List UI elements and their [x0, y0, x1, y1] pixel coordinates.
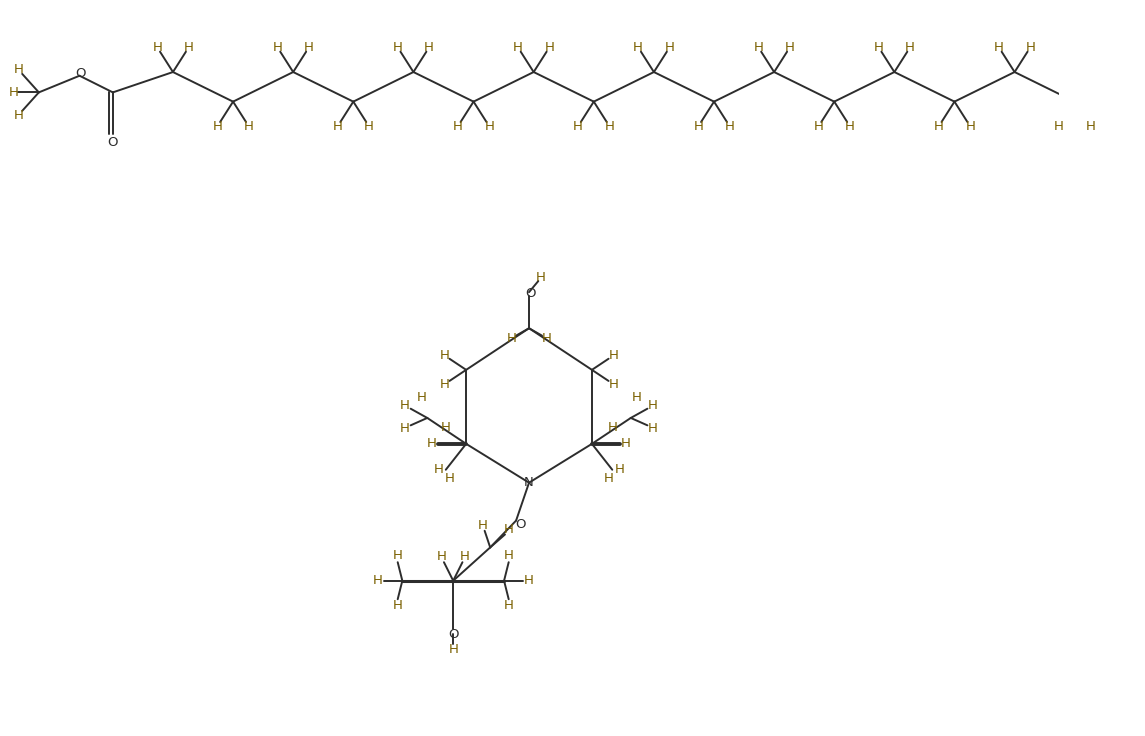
Text: H: H: [785, 40, 795, 54]
Text: H: H: [14, 109, 23, 122]
Text: H: H: [622, 437, 631, 450]
Text: H: H: [648, 400, 658, 412]
Text: H: H: [437, 551, 447, 563]
Text: H: H: [906, 40, 915, 54]
Text: H: H: [1026, 40, 1035, 54]
Text: N: N: [524, 476, 534, 489]
Text: H: H: [364, 120, 374, 133]
Text: O: O: [108, 136, 118, 149]
Text: H: H: [648, 422, 658, 435]
Text: H: H: [504, 599, 514, 612]
Text: H: H: [152, 40, 163, 54]
Text: H: H: [506, 332, 516, 345]
Text: H: H: [393, 40, 403, 54]
Text: H: H: [183, 40, 194, 54]
Text: H: H: [874, 40, 884, 54]
Text: H: H: [603, 473, 614, 486]
Text: H: H: [444, 473, 455, 486]
Text: H: H: [400, 400, 410, 412]
Text: H: H: [504, 549, 514, 562]
Text: H: H: [633, 40, 643, 54]
Text: H: H: [605, 120, 615, 133]
Text: H: H: [934, 120, 943, 133]
Text: H: H: [536, 271, 546, 284]
Text: H: H: [574, 120, 583, 133]
Text: H: H: [393, 549, 403, 562]
Text: H: H: [845, 120, 855, 133]
Text: H: H: [424, 40, 434, 54]
Text: H: H: [524, 574, 534, 587]
Text: H: H: [607, 421, 617, 434]
Text: O: O: [515, 518, 526, 531]
Text: H: H: [631, 391, 641, 404]
Text: H: H: [477, 519, 488, 531]
Text: H: H: [615, 463, 625, 476]
Text: H: H: [440, 349, 450, 361]
Text: H: H: [400, 422, 410, 435]
Text: H: H: [1055, 120, 1064, 133]
Text: H: H: [273, 40, 283, 54]
Text: H: H: [372, 574, 382, 587]
Text: H: H: [542, 332, 552, 345]
Text: H: H: [544, 40, 554, 54]
Text: H: H: [504, 523, 514, 537]
Text: H: H: [725, 120, 735, 133]
Text: H: H: [608, 378, 618, 391]
Text: H: H: [393, 599, 403, 612]
Text: H: H: [608, 349, 618, 361]
Text: H: H: [303, 40, 314, 54]
Text: H: H: [994, 40, 1004, 54]
Text: H: H: [9, 86, 18, 99]
Text: H: H: [1085, 120, 1096, 133]
Text: H: H: [513, 40, 523, 54]
Text: H: H: [459, 551, 469, 563]
Text: H: H: [417, 391, 427, 404]
Text: H: H: [484, 120, 495, 133]
Text: H: H: [333, 120, 342, 133]
Text: H: H: [427, 437, 437, 450]
Text: O: O: [526, 286, 536, 300]
Text: H: H: [694, 120, 703, 133]
Text: H: H: [753, 40, 764, 54]
Text: H: H: [14, 63, 23, 76]
Text: H: H: [441, 421, 451, 434]
Text: H: H: [453, 120, 463, 133]
Text: H: H: [440, 378, 450, 391]
Text: H: H: [448, 643, 458, 656]
Text: H: H: [434, 463, 443, 476]
Text: H: H: [213, 120, 222, 133]
Text: O: O: [448, 628, 458, 641]
Text: H: H: [244, 120, 254, 133]
Text: O: O: [76, 68, 86, 80]
Text: H: H: [814, 120, 823, 133]
Text: H: H: [665, 40, 674, 54]
Text: H: H: [965, 120, 976, 133]
